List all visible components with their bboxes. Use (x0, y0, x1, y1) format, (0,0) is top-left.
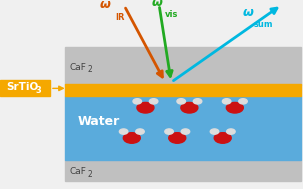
Text: Water: Water (77, 115, 119, 128)
Circle shape (181, 129, 190, 134)
Text: 3: 3 (36, 86, 42, 95)
Text: CaF: CaF (69, 167, 86, 176)
Text: ω: ω (152, 0, 162, 9)
Circle shape (214, 133, 231, 143)
Text: SrTiO: SrTiO (6, 82, 39, 92)
Circle shape (137, 102, 154, 113)
Text: IR: IR (115, 13, 125, 22)
Circle shape (133, 99, 142, 104)
Circle shape (119, 129, 128, 134)
Text: CaF: CaF (69, 63, 86, 72)
Circle shape (239, 99, 247, 104)
Text: 2: 2 (88, 170, 93, 179)
Circle shape (181, 102, 198, 113)
Circle shape (193, 99, 202, 104)
Text: sum: sum (254, 20, 273, 29)
Text: ω: ω (100, 0, 111, 11)
Circle shape (165, 129, 173, 134)
Text: 2: 2 (88, 65, 93, 74)
FancyBboxPatch shape (0, 80, 50, 96)
Text: ω: ω (242, 6, 253, 19)
Text: vis: vis (165, 10, 178, 19)
Circle shape (169, 133, 186, 143)
Bar (65, 96, 301, 160)
Circle shape (149, 99, 158, 104)
Circle shape (136, 129, 144, 134)
Bar (65, 84, 301, 96)
Circle shape (210, 129, 219, 134)
Circle shape (123, 133, 140, 143)
Circle shape (227, 129, 235, 134)
Bar (65, 47, 301, 85)
Circle shape (222, 99, 231, 104)
Circle shape (226, 102, 243, 113)
Circle shape (177, 99, 185, 104)
Bar (65, 160, 301, 181)
